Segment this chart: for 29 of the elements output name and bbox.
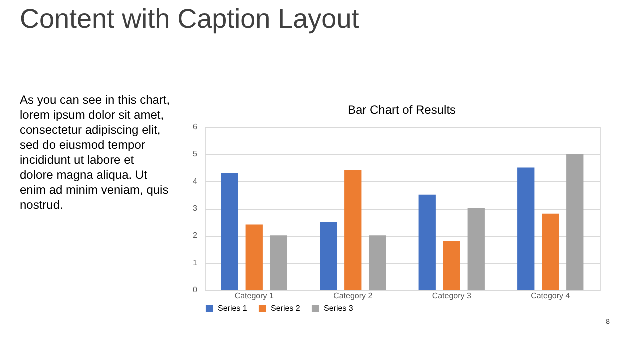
bar <box>369 236 386 290</box>
x-tick-label: Category 4 <box>531 292 571 300</box>
x-tick-label: Category 3 <box>432 292 472 300</box>
y-tick-label: 1 <box>193 258 198 268</box>
y-tick-label: 4 <box>193 176 198 186</box>
chart-title: Bar Chart of Results <box>348 103 456 117</box>
bar <box>320 222 338 290</box>
bar <box>270 236 288 290</box>
x-tick-label: Category 1 <box>234 292 274 300</box>
y-tick-label: 6 <box>193 122 198 132</box>
bar <box>344 170 362 290</box>
bar <box>418 194 436 290</box>
legend-label: Series 3 <box>324 304 354 313</box>
text: Content with Caption Layout <box>20 4 360 34</box>
bar <box>221 173 238 290</box>
y-tick-label: 3 <box>193 204 198 213</box>
x-tick-label: Category 2 <box>334 292 374 300</box>
y-tick-label: 2 <box>193 231 198 240</box>
bar <box>542 214 560 290</box>
bar <box>443 241 460 290</box>
bar <box>246 224 263 290</box>
bar <box>518 168 535 290</box>
y-tick-label: 0 <box>193 286 198 294</box>
legend-label: Series 2 <box>271 304 301 313</box>
y-tick-label: 5 <box>193 150 198 159</box>
text: As you can see in this chart, lorem ipsum dolor sit amet, consectetur adipiscing elit, sed do eiusmod tempor incididunt ut labore et dolore magna aliqua. Ut enim ad minim veniam, quis nostrud. <box>20 93 170 212</box>
bar <box>566 154 584 290</box>
bar <box>468 208 485 290</box>
legend-label: Series 1 <box>218 304 248 313</box>
